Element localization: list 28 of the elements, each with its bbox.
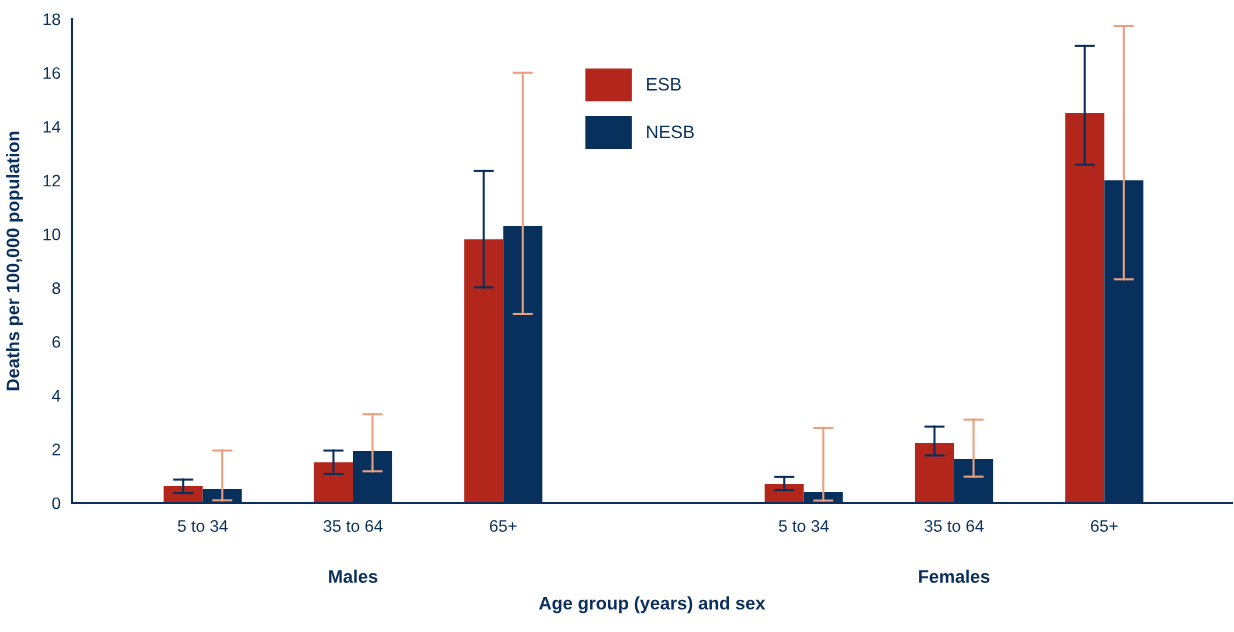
bar <box>1065 113 1105 503</box>
x-tick-label: 5 to 34 <box>177 520 228 532</box>
y-tick-label: 0 <box>52 497 61 510</box>
text: Females <box>919 569 990 583</box>
y-tick-label: 10 <box>43 228 61 241</box>
text: Males <box>329 569 378 583</box>
bar <box>764 483 804 503</box>
y-tick-label: 14 <box>43 121 61 133</box>
bar <box>914 443 955 503</box>
bar <box>163 486 203 503</box>
legend-label: ESB <box>647 77 681 91</box>
y-tick-label: 8 <box>52 282 61 295</box>
y-tick-label: 4 <box>52 390 61 402</box>
y-tick-label: 2 <box>52 443 61 456</box>
legend-label: NESB <box>647 125 694 139</box>
bar <box>464 239 504 503</box>
y-tick-label: 6 <box>52 336 61 348</box>
y-tick-label: 12 <box>43 174 61 187</box>
y-tick-label: 16 <box>43 67 61 79</box>
x-tick-label: 35 to 64 <box>323 520 383 532</box>
x-tick-label: 5 to 34 <box>778 520 829 532</box>
y-axis-title: Deaths per 100,000 population <box>6 131 23 391</box>
bar <box>313 462 353 503</box>
x-tick-label: 65+ <box>1090 520 1118 532</box>
x-axis-title: Age group (years) and sex <box>539 596 766 614</box>
x-tick-label: 35 to 64 <box>924 520 984 532</box>
y-tick-label: 18 <box>43 13 61 26</box>
x-tick-label: 65+ <box>489 520 517 532</box>
